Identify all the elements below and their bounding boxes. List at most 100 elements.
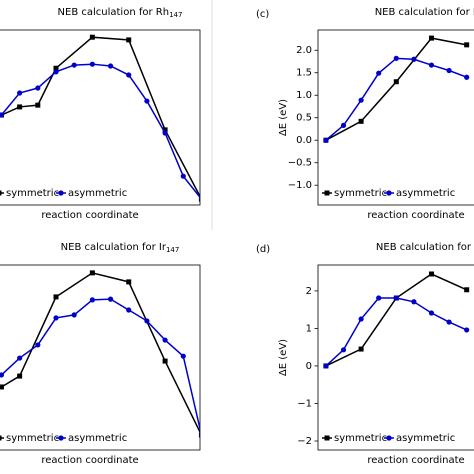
axes-frame [0, 29, 201, 206]
title-text: NEB calculation for Pd [375, 7, 474, 18]
legend-marker [386, 435, 392, 441]
point [428, 35, 434, 41]
point [17, 355, 23, 361]
point [126, 279, 132, 285]
y-tick-label: 0 [306, 361, 312, 372]
legend-marker [58, 435, 64, 441]
point [144, 98, 150, 104]
y-axis-label: ΔE (eV) [278, 339, 289, 376]
point [107, 63, 114, 69]
point [144, 318, 150, 324]
legend-marker [0, 435, 2, 441]
x-axis-label: reaction coordinate [367, 455, 464, 466]
legend-label: symmetric [334, 433, 387, 444]
series-line [325, 37, 467, 141]
point [340, 347, 347, 353]
legend-marker [386, 190, 392, 196]
plot-area [323, 271, 470, 369]
point [428, 310, 435, 316]
point [198, 432, 200, 438]
point [411, 299, 417, 305]
point [107, 296, 114, 302]
point [17, 373, 23, 379]
point [0, 384, 4, 390]
x-axis-label: reaction coordinate [41, 210, 138, 221]
legend-label: symmetric [334, 188, 387, 199]
point [464, 42, 470, 48]
y-tick-label: −1.0 [288, 180, 312, 191]
panel-label: (c) [256, 9, 269, 20]
point [464, 74, 470, 80]
point [53, 294, 59, 300]
point [89, 297, 95, 303]
series-line [1, 36, 200, 198]
y-tick-label: 1.5 [296, 68, 312, 79]
point [358, 346, 364, 352]
series-line [0, 298, 200, 433]
chart-title: NEB calculation for Ir147 [61, 242, 180, 254]
plot-area [0, 270, 200, 438]
legend-label: symmetric [6, 433, 59, 444]
point [126, 37, 132, 43]
point [162, 358, 168, 364]
point [162, 127, 168, 133]
point [393, 295, 399, 301]
point [89, 270, 95, 276]
point [162, 130, 168, 136]
point [393, 79, 399, 85]
chart-title: NEB calculation for Pd [375, 7, 474, 18]
point [35, 342, 41, 348]
legend-label: asymmetric [68, 188, 127, 199]
title-subscript: 147 [166, 246, 179, 254]
point [53, 65, 59, 71]
y-tick-label: −2 [297, 436, 312, 447]
point [446, 319, 452, 325]
series-line [0, 63, 200, 199]
point [446, 67, 452, 74]
point [358, 316, 364, 322]
point [17, 90, 23, 96]
y-tick-label: 0.0 [296, 135, 312, 146]
point [0, 112, 5, 118]
point [358, 118, 364, 124]
point [464, 287, 470, 293]
point [358, 97, 364, 103]
title-subscript: 147 [169, 11, 182, 19]
point [162, 337, 168, 343]
y-tick-label: 2.0 [296, 45, 312, 56]
chart-title: NEB calculation for Rh147 [58, 7, 183, 19]
y-tick-label: −0.5 [288, 158, 312, 169]
point [198, 196, 200, 202]
series-line [325, 57, 467, 141]
point [376, 295, 382, 301]
point [126, 307, 132, 313]
point [376, 70, 382, 76]
plot-area [0, 34, 200, 202]
title-text: NEB calculation for Pt [376, 242, 474, 253]
title-text: NEB calculation for Ir [61, 242, 167, 253]
y-tick-label: 2 [306, 286, 312, 297]
point [71, 312, 77, 318]
y-axis-label: ΔE (eV) [278, 99, 289, 136]
legend-label: asymmetric [68, 433, 127, 444]
y-tick-label: 0.5 [296, 113, 312, 124]
y-tick-label: −1 [297, 398, 312, 409]
legend-marker [324, 190, 330, 196]
point [393, 55, 399, 61]
point [428, 62, 435, 68]
point [464, 327, 470, 333]
point [89, 61, 95, 67]
point [323, 363, 329, 369]
point [180, 353, 186, 359]
legend-marker [58, 190, 64, 196]
legend-label: symmetric [6, 188, 59, 199]
y-tick-label: 1.0 [296, 90, 312, 101]
axes-frame [317, 264, 474, 451]
point [411, 56, 417, 62]
legend-marker [324, 435, 330, 441]
point [0, 372, 5, 378]
legend-label: asymmetric [396, 433, 455, 444]
y-tick-label: 1 [306, 323, 312, 334]
x-axis-label: reaction coordinate [41, 455, 138, 466]
